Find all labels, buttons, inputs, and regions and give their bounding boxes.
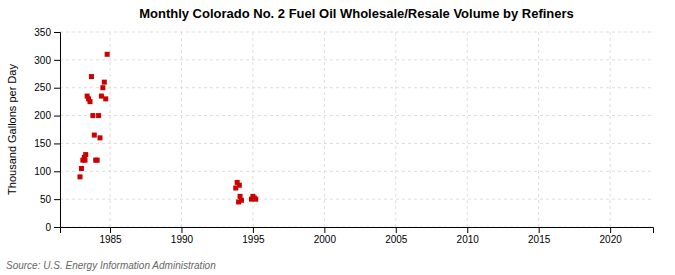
- x-axis-line: [61, 228, 654, 234]
- x-tick-mark: [396, 227, 397, 233]
- point: [89, 74, 94, 79]
- y-tick-mark: [54, 88, 60, 89]
- x-tick-mark: [467, 227, 468, 233]
- x-tick: 2000: [314, 227, 337, 245]
- x-tick-label: 2000: [314, 234, 337, 245]
- grid-line-x: [538, 32, 539, 227]
- x-tick-label: 2020: [600, 234, 623, 245]
- y-tick-mark: [54, 171, 60, 172]
- x-tick: 2005: [385, 227, 408, 245]
- point: [253, 197, 258, 202]
- y-tick-label: 150: [34, 138, 51, 149]
- y-tick-mark: [54, 227, 60, 228]
- point: [237, 183, 242, 188]
- grid-line-y: [60, 59, 653, 60]
- y-tick: 100: [34, 166, 60, 177]
- point: [79, 166, 84, 171]
- y-axis-title: Thousand Gallons per Day: [6, 64, 18, 195]
- grid: [60, 32, 653, 227]
- grid-line-x: [395, 32, 396, 227]
- y-tick: 150: [34, 138, 60, 149]
- y-axis-line: [54, 33, 61, 228]
- point: [99, 94, 104, 99]
- y-tick: 300: [34, 55, 60, 66]
- point: [83, 158, 88, 163]
- x-tick-mark: [610, 227, 611, 233]
- grid-line-y: [60, 171, 653, 172]
- point: [78, 174, 83, 179]
- grid-line-y: [60, 143, 653, 144]
- y-tick: 250: [34, 82, 60, 93]
- points: [78, 52, 259, 205]
- x-tick-label: 2005: [385, 234, 408, 245]
- y-tick-mark: [54, 199, 60, 200]
- y-tick: 50: [40, 194, 60, 205]
- y-tick-mark: [54, 60, 60, 61]
- plot: 1985 1990 1995 2000 2005 2010 2015 2020 0 50 100 15…: [34, 27, 653, 245]
- x-tick-label: 1990: [171, 234, 194, 245]
- x-tick: 1985: [99, 227, 122, 245]
- x-tick-label: 2010: [457, 234, 480, 245]
- y-tick-label: 100: [34, 166, 51, 177]
- point: [96, 113, 101, 118]
- y-tick-mark: [54, 116, 60, 117]
- x-tick: 2015: [528, 227, 551, 245]
- x-tick-mark: [181, 227, 182, 233]
- x-tick-label: 1995: [242, 234, 265, 245]
- y-tick-mark: [54, 32, 60, 33]
- point: [102, 80, 107, 85]
- grid-line-x: [181, 32, 182, 227]
- point: [103, 96, 108, 101]
- x-tick: 1990: [171, 227, 194, 245]
- point: [239, 198, 244, 203]
- y-tick-label: 50: [40, 194, 52, 205]
- y-tick-label: 250: [34, 82, 51, 93]
- source-note: Source: U.S. Energy Information Administ…: [6, 260, 216, 271]
- y-tick: 200: [34, 110, 60, 121]
- grid-line-y: [60, 87, 653, 88]
- point: [90, 113, 95, 118]
- y-tick-mark: [54, 143, 60, 144]
- y-tick-label: 350: [34, 27, 51, 38]
- chart: 1985 1990 1995 2000 2005 2010 2015 2020 0 50 100 15…: [0, 0, 675, 275]
- y-tick-label: 0: [45, 222, 51, 233]
- grid-line-x: [324, 32, 325, 227]
- point: [98, 135, 103, 140]
- point: [83, 152, 88, 157]
- x-tick-label: 1985: [99, 234, 122, 245]
- x-tick-mark: [110, 227, 111, 233]
- grid-line-x: [467, 32, 468, 227]
- x-tick-label: 2015: [528, 234, 551, 245]
- y-tick: 0: [45, 222, 60, 233]
- x-axis: 1985 1990 1995 2000 2005 2010 2015 2020: [61, 227, 654, 245]
- y-tick-label: 300: [34, 55, 51, 66]
- title: Monthly Colorado No. 2 Fuel Oil Wholesal…: [139, 6, 574, 21]
- x-tick-mark: [253, 227, 254, 233]
- grid-line-y: [60, 32, 653, 33]
- point: [88, 99, 93, 104]
- y-tick: 350: [34, 27, 60, 38]
- point: [105, 52, 110, 57]
- grid-line-x: [610, 32, 611, 227]
- y-tick-label: 200: [34, 110, 51, 121]
- point: [100, 85, 105, 90]
- series: [78, 52, 110, 180]
- x-tick: 2010: [457, 227, 480, 245]
- series: [233, 180, 258, 205]
- x-tick-mark: [539, 227, 540, 233]
- x-tick: 2020: [600, 227, 623, 245]
- y-axis: 0 50 100 150 200 250 300 350: [34, 27, 60, 233]
- x-tick-mark: [324, 227, 325, 233]
- point: [95, 158, 100, 163]
- point: [92, 133, 97, 138]
- grid-line-x: [110, 32, 111, 227]
- grid-line-y: [60, 115, 653, 116]
- grid-line-y: [60, 199, 653, 200]
- x-tick: 1995: [242, 227, 265, 245]
